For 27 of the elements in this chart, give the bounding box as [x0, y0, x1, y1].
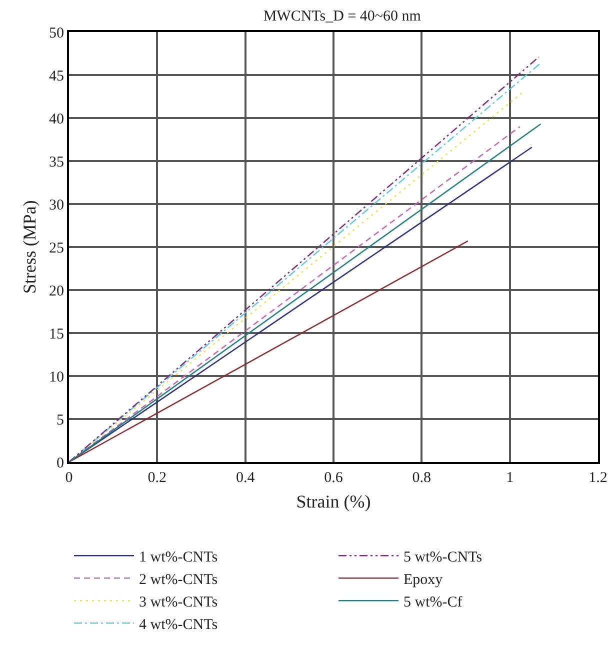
y-tick-label: 25	[49, 240, 64, 256]
y-tick-label: 10	[49, 369, 64, 386]
y-tick-label: 15	[49, 326, 64, 342]
x-tick-label: 1	[506, 470, 514, 486]
legend-label: 1 wt%-CNTs	[139, 550, 218, 566]
y-tick-label: 0	[56, 455, 64, 472]
x-tick-label: 0.6	[324, 470, 344, 486]
legend-label: 2 wt%-CNTs	[139, 572, 218, 588]
x-tick-label: 0.8	[412, 470, 432, 486]
x-tick-label: 0.4	[236, 470, 256, 486]
y-tick-label: 5	[56, 412, 64, 428]
x-axis-title: Strain (%)	[296, 492, 371, 512]
x-tick-label: 1.2	[588, 470, 608, 486]
y-tick-label: 30	[49, 197, 64, 214]
legend-label: 3 wt%-CNTs	[139, 594, 218, 610]
legend-label: 5 wt%-Cf	[404, 594, 462, 610]
y-tick-label: 35	[49, 154, 64, 170]
y-tick-label: 45	[49, 68, 64, 84]
y-axis-title: Stress (MPa)	[20, 200, 40, 294]
x-tick-label: 0.2	[148, 470, 167, 486]
y-tick-label: 40	[49, 111, 64, 128]
legend-label: 4 wt%-CNTs	[139, 617, 218, 633]
legend-label: Epoxy	[404, 572, 444, 588]
y-tick-label: 20	[49, 283, 64, 300]
y-tick-label: 50	[49, 25, 64, 42]
chart-title: MWCNTs_D = 40~60 nm	[263, 8, 422, 24]
legend-label: 5 wt%-CNTs	[404, 550, 482, 566]
